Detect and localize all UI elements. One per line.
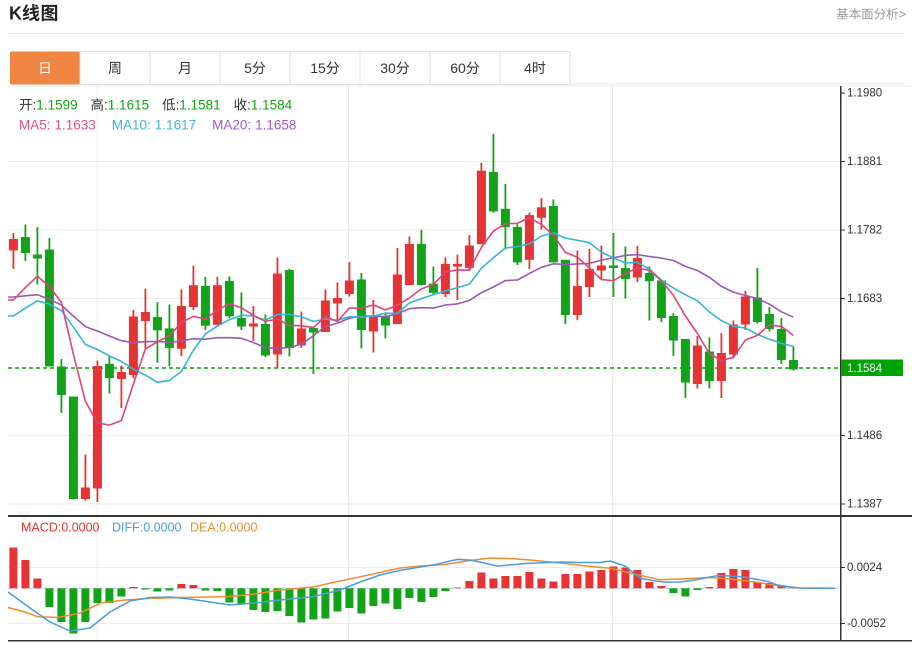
svg-text:1.1633: 1.1633 (55, 118, 96, 133)
svg-text::: : (33, 98, 37, 113)
svg-text::: : (247, 98, 251, 113)
svg-text::: : (104, 98, 108, 113)
svg-text:1.1486: 1.1486 (847, 430, 882, 442)
svg-text:60: 60 (450, 60, 466, 76)
svg-text:4: 4 (524, 60, 532, 76)
svg-text:MA10:: MA10: (112, 118, 151, 133)
svg-text:1.1881: 1.1881 (847, 156, 882, 168)
svg-text:DIFF:0.0000: DIFF:0.0000 (112, 521, 182, 535)
svg-text:1.1599: 1.1599 (36, 98, 77, 113)
svg-text:1.1617: 1.1617 (155, 118, 196, 133)
svg-text:1.1584: 1.1584 (251, 98, 293, 113)
svg-text:0.0024: 0.0024 (847, 562, 883, 574)
svg-text:1.1980: 1.1980 (847, 88, 882, 100)
svg-text:1.1683: 1.1683 (847, 293, 882, 305)
svg-text:1.1581: 1.1581 (179, 98, 220, 113)
svg-text:DEA:0.0000: DEA:0.0000 (190, 521, 257, 535)
svg-text:K: K (9, 4, 22, 24)
svg-text:1.1782: 1.1782 (847, 225, 882, 237)
svg-text:30: 30 (380, 60, 396, 76)
svg-text:MA20:: MA20: (212, 118, 251, 133)
svg-text:MACD:0.0000: MACD:0.0000 (21, 521, 100, 535)
svg-text:1.1584: 1.1584 (847, 363, 883, 375)
svg-text:MA5:: MA5: (19, 118, 51, 133)
svg-text:1.1387: 1.1387 (847, 499, 882, 511)
svg-text:1.1615: 1.1615 (108, 98, 149, 113)
svg-text:5: 5 (244, 60, 252, 76)
svg-text::: : (176, 98, 180, 113)
svg-text:15: 15 (310, 60, 326, 76)
svg-text:1.1658: 1.1658 (255, 118, 296, 133)
svg-text:>: > (899, 8, 906, 22)
svg-text:-0.0052: -0.0052 (847, 618, 886, 630)
